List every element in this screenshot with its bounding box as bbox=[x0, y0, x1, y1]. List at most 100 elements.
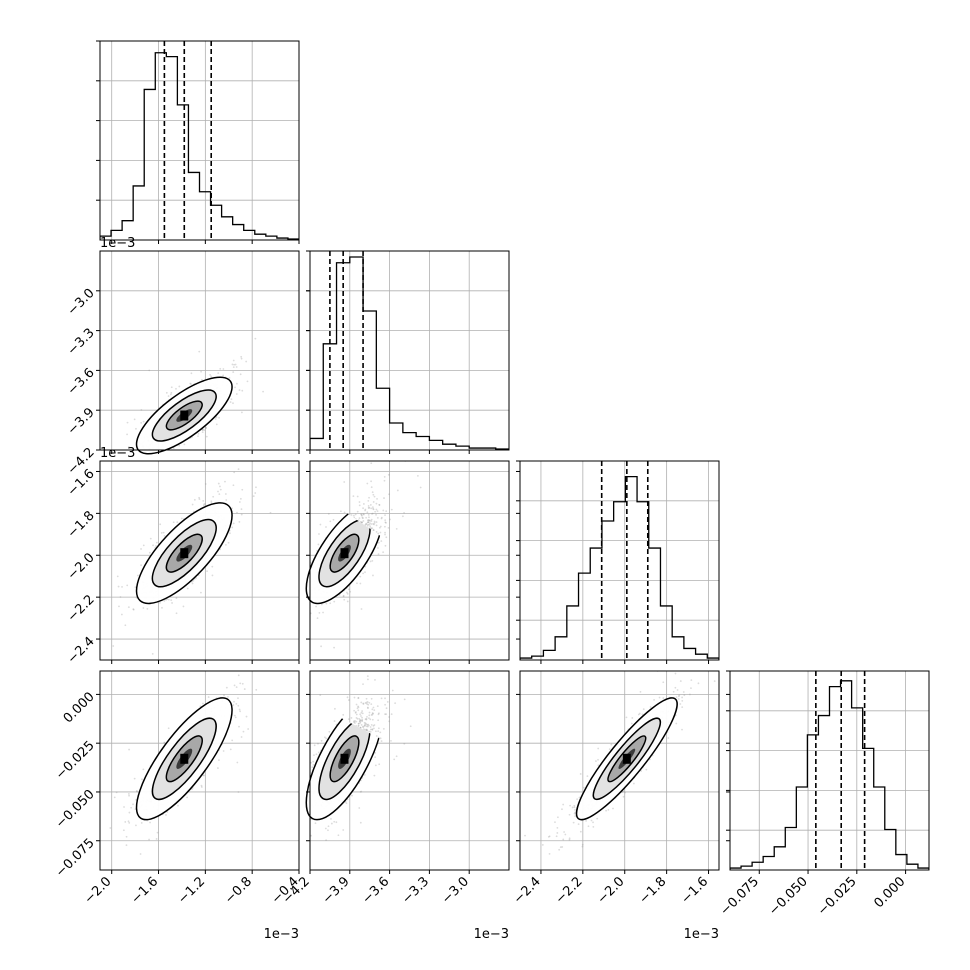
scatter-point bbox=[148, 551, 151, 554]
scatter-point bbox=[125, 835, 128, 838]
scatter-point bbox=[365, 728, 368, 731]
scatter-point bbox=[252, 495, 255, 498]
scatter-point bbox=[369, 504, 372, 506]
scatter-point bbox=[372, 507, 374, 510]
scatter-point bbox=[304, 572, 306, 574]
y-tick-label: −3.3 bbox=[65, 326, 98, 359]
scatter-point bbox=[370, 523, 373, 525]
scatter-point bbox=[369, 560, 372, 563]
scatter-point bbox=[373, 520, 376, 523]
scatter-point bbox=[209, 373, 212, 376]
scatter-point bbox=[237, 704, 240, 707]
scatter-point bbox=[140, 422, 143, 424]
scatter-point bbox=[302, 613, 304, 615]
scatter-point bbox=[133, 777, 136, 780]
scatter-point bbox=[167, 598, 170, 601]
scatter-point bbox=[368, 496, 370, 499]
scatter-point bbox=[202, 774, 205, 777]
scatter-point bbox=[240, 355, 243, 358]
scatter-point bbox=[377, 553, 380, 556]
y-tick-label: −0.025 bbox=[53, 738, 98, 783]
scatter-point bbox=[375, 524, 378, 527]
scatter-point bbox=[383, 497, 385, 499]
axes-frame bbox=[99, 670, 300, 871]
scatter-point bbox=[237, 674, 240, 677]
scatter-point bbox=[172, 447, 175, 449]
scatter-point bbox=[240, 513, 243, 516]
scatter-point bbox=[368, 506, 371, 509]
scatter-point bbox=[370, 723, 373, 726]
scatter-point bbox=[205, 426, 207, 429]
scatter-point bbox=[182, 605, 185, 608]
scatter-point bbox=[301, 821, 303, 823]
density-peak bbox=[180, 410, 189, 421]
scatter-point bbox=[128, 793, 130, 795]
scatter-point bbox=[219, 367, 222, 370]
y-tick-label: −3.6 bbox=[65, 365, 98, 398]
scatter-point bbox=[329, 602, 332, 605]
scatter-point bbox=[214, 418, 217, 420]
scatter-point bbox=[218, 759, 220, 762]
scatter-point bbox=[127, 606, 130, 609]
scatter-point bbox=[140, 548, 142, 550]
scatter-point bbox=[333, 600, 336, 603]
scatter-point bbox=[210, 375, 213, 378]
scatter-point bbox=[191, 503, 194, 506]
scatter-point bbox=[370, 520, 373, 522]
scatter-point bbox=[228, 377, 231, 379]
scatter-point bbox=[165, 391, 168, 394]
scatter-point bbox=[238, 521, 241, 523]
scatter-point bbox=[224, 480, 226, 483]
scatter-point bbox=[254, 492, 257, 494]
scatter-point bbox=[371, 506, 374, 509]
x-offset-label: 1e−3 bbox=[264, 927, 299, 942]
scatter-point bbox=[369, 527, 372, 530]
scatter-point bbox=[370, 507, 373, 510]
scatter-point bbox=[116, 575, 119, 578]
scatter-point bbox=[235, 366, 238, 368]
scatter-point bbox=[170, 391, 173, 394]
scatter-point bbox=[367, 723, 369, 726]
scatter-point bbox=[232, 371, 235, 373]
scatter-point bbox=[360, 715, 362, 717]
scatter-point bbox=[363, 654, 365, 656]
scatter-point bbox=[376, 516, 379, 519]
scatter-point bbox=[215, 423, 218, 426]
scatter-point bbox=[376, 510, 379, 513]
scatter-point bbox=[383, 479, 386, 482]
scatter-point bbox=[372, 616, 374, 618]
scatter-point bbox=[163, 742, 166, 744]
axes-frame bbox=[99, 250, 300, 451]
scatter-point bbox=[304, 581, 306, 583]
scatter-point bbox=[379, 525, 382, 528]
scatter-point bbox=[211, 664, 213, 666]
scatter-point bbox=[375, 502, 378, 505]
scatter-point bbox=[229, 748, 232, 751]
scatter-point bbox=[369, 728, 372, 731]
scatter-point bbox=[367, 678, 369, 681]
scatter-point bbox=[375, 521, 378, 523]
scatter-point bbox=[362, 513, 365, 516]
scatter-point bbox=[370, 518, 373, 521]
scatter-point bbox=[364, 509, 366, 512]
scatter-point bbox=[132, 608, 135, 610]
scatter-point bbox=[360, 719, 363, 722]
scatter-point bbox=[262, 390, 264, 393]
scatter-point bbox=[364, 702, 367, 704]
scatter-point bbox=[352, 514, 355, 517]
scatter-point bbox=[362, 520, 365, 522]
scatter-point bbox=[115, 791, 118, 794]
scatter-point bbox=[323, 736, 326, 739]
scatter-point bbox=[359, 790, 362, 793]
scatter-point bbox=[142, 420, 145, 423]
scatter-point bbox=[159, 523, 162, 526]
scatter-point bbox=[368, 701, 371, 704]
scatter-point bbox=[197, 432, 200, 435]
x-tick-label: −1.6 bbox=[128, 874, 161, 907]
scatter-point bbox=[377, 532, 380, 535]
scatter-point bbox=[136, 574, 139, 577]
scatter-point bbox=[143, 462, 145, 464]
scatter-point bbox=[175, 461, 177, 463]
scatter-point bbox=[236, 382, 238, 385]
